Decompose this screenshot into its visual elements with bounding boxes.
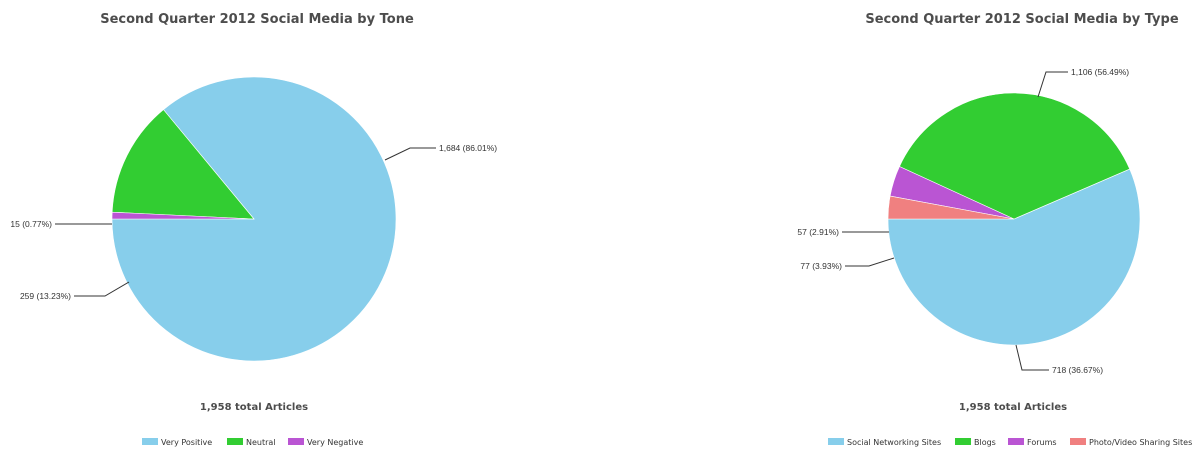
tone-label-leader-neutral bbox=[74, 281, 130, 297]
type-label-leader-blogs bbox=[1015, 344, 1049, 371]
tone-chart-title: Second Quarter 2012 Social Media by Tone bbox=[100, 12, 414, 27]
type-slice-photo-video-sharing-sites bbox=[887, 195, 1015, 220]
tone-legend-neutral: Neutral bbox=[246, 438, 276, 447]
type-chart: Second Quarter 2012 Social Media by Type… bbox=[797, 12, 1192, 447]
tone-total-articles: 1,958 total Articles bbox=[200, 402, 308, 413]
type-chart-title: Second Quarter 2012 Social Media by Type bbox=[865, 12, 1179, 27]
type-legend-social-networking: Social Networking Sites bbox=[847, 438, 941, 447]
tone-chart: Second Quarter 2012 Social Media by Tone… bbox=[10, 12, 497, 447]
type-legend-blogs: Blogs bbox=[974, 438, 996, 447]
type-total-articles: 1,958 total Articles bbox=[959, 402, 1067, 413]
tone-legend-very-negative: Very Negative bbox=[307, 438, 363, 447]
tone-pie bbox=[111, 76, 397, 362]
type-label-social-networking: 1,106 (56.49%) bbox=[1071, 67, 1129, 77]
type-legend-swatch-forums bbox=[1008, 438, 1024, 445]
type-label-blogs: 718 (36.67%) bbox=[1052, 365, 1103, 375]
tone-legend-swatch-very-negative bbox=[288, 438, 304, 445]
type-legend-swatch-social-networking bbox=[828, 438, 844, 445]
tone-slice-very-positive bbox=[111, 76, 397, 362]
tone-label-very-negative: 15 (0.77%) bbox=[10, 219, 52, 229]
tone-slice-very-negative bbox=[111, 211, 255, 220]
type-pie bbox=[887, 92, 1141, 346]
tone-legend-swatch-neutral bbox=[227, 438, 243, 445]
tone-legend-very-positive: Very Positive bbox=[161, 438, 212, 447]
tone-label-leader-very-positive bbox=[384, 147, 436, 161]
type-slice-blogs bbox=[899, 92, 1131, 220]
type-legend-swatch-photo-video bbox=[1070, 438, 1086, 445]
type-label-forums: 77 (3.93%) bbox=[800, 261, 842, 271]
tone-legend-swatch-very-positive bbox=[142, 438, 158, 445]
type-slice-social-networking-sites bbox=[887, 168, 1141, 346]
tone-label-very-positive: 1,684 (86.01%) bbox=[439, 143, 497, 153]
tone-legend: Very Positive Neutral Very Negative bbox=[142, 438, 363, 447]
type-legend-swatch-blogs bbox=[955, 438, 971, 445]
type-label-photo-video: 57 (2.91%) bbox=[797, 227, 839, 237]
tone-slice-neutral bbox=[111, 109, 255, 220]
tone-label-neutral: 259 (13.23%) bbox=[20, 291, 71, 301]
type-label-leader-social-networking bbox=[1037, 71, 1068, 98]
type-legend: Social Networking Sites Blogs Forums Pho… bbox=[828, 438, 1192, 447]
type-label-leader-forums bbox=[845, 257, 895, 267]
type-legend-forums: Forums bbox=[1027, 438, 1057, 447]
type-legend-photo-video: Photo/Video Sharing Sites bbox=[1089, 438, 1192, 447]
